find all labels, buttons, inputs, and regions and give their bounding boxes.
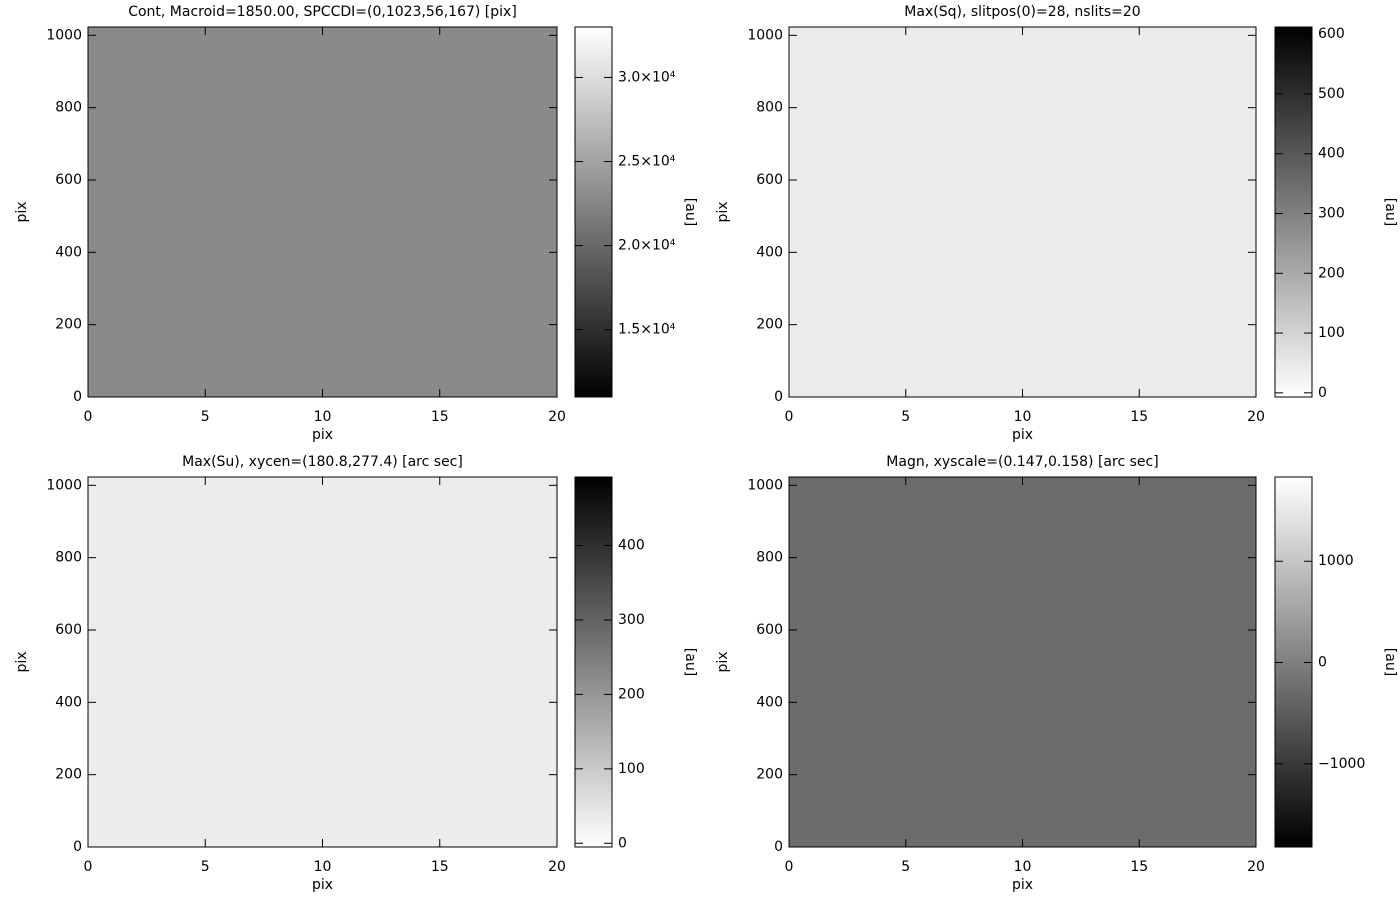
colorbar-label: [au] (682, 198, 698, 226)
x-tick-label: 0 (84, 409, 93, 425)
x-tick-label: 10 (1014, 859, 1032, 875)
x-tick-label: 10 (314, 859, 332, 875)
y-tick-label: 800 (756, 100, 783, 116)
y-tick-label: 600 (756, 622, 783, 638)
y-tick-label: 400 (756, 694, 783, 710)
y-tick-label: 200 (756, 767, 783, 783)
y-tick-label: 1000 (46, 477, 82, 493)
y-tick-label: 600 (55, 172, 82, 188)
y-tick-label: 400 (756, 244, 783, 260)
x-tick-label: 0 (785, 409, 794, 425)
colorbar-tick-label: 3.0×10⁴ (618, 69, 676, 85)
y-tick-label: 800 (55, 550, 82, 566)
colorbar (1274, 26, 1313, 398)
x-tick-label: 20 (1247, 409, 1265, 425)
y-tick-label: 800 (55, 100, 82, 116)
x-tick-label: 20 (1247, 859, 1265, 875)
x-tick-label: 5 (201, 409, 210, 425)
y-tick-label: 1000 (747, 27, 783, 43)
image (88, 27, 557, 397)
colorbar-label: [au] (1382, 198, 1398, 226)
colorbar-tick-label: 0 (1318, 385, 1327, 401)
y-tick-label: 400 (55, 694, 82, 710)
x-tick-label: 15 (431, 859, 449, 875)
y-tick-label: 800 (756, 550, 783, 566)
x-tick-label: 20 (548, 409, 566, 425)
y-tick-label: 0 (774, 839, 783, 855)
colorbar-tick-label: 1.5×10⁴ (618, 322, 676, 338)
y-axis-label: pix (14, 201, 30, 222)
colorbar-tick-label: 100 (1318, 325, 1345, 341)
colorbar-tick-label: 0 (618, 835, 627, 851)
y-axis-label: pix (14, 651, 30, 672)
x-axis-label: pix (312, 427, 333, 443)
colorbar-tick-label: 200 (1318, 265, 1345, 281)
colorbar (574, 476, 613, 848)
x-tick-label: 5 (901, 409, 910, 425)
y-axis-label: pix (715, 651, 731, 672)
y-tick-label: 1000 (46, 27, 82, 43)
x-tick-label: 15 (1130, 409, 1148, 425)
colorbar-tick-label: 300 (1318, 205, 1345, 221)
x-axis-label: pix (1012, 877, 1033, 893)
y-tick-label: 200 (55, 317, 82, 333)
x-axis-label: pix (312, 877, 333, 893)
panel-title: Cont, Macroid=1850.00, SPCCDI=(0,1023,56… (128, 4, 517, 20)
y-tick-label: 0 (73, 389, 82, 405)
colorbar-tick-label: 400 (618, 537, 645, 553)
x-tick-label: 10 (314, 409, 332, 425)
x-tick-label: 0 (84, 859, 93, 875)
x-tick-label: 10 (1014, 409, 1032, 425)
colorbar-tick-label: 100 (618, 761, 645, 777)
colorbar-tick-label: −1000 (1318, 756, 1365, 772)
y-tick-label: 0 (774, 389, 783, 405)
panel-title: Max(Su), xycen=(180.8,277.4) [arc sec] (182, 454, 463, 470)
y-tick-label: 200 (55, 767, 82, 783)
panel-title: Magn, xyscale=(0.147,0.158) [arc sec] (886, 454, 1158, 470)
image (789, 27, 1256, 397)
y-tick-label: 400 (55, 244, 82, 260)
y-tick-label: 0 (73, 839, 82, 855)
colorbar-tick-label: 0 (1318, 655, 1327, 671)
panel-title: Max(Sq), slitpos(0)=28, nslits=20 (904, 4, 1140, 20)
colorbar-tick-label: 400 (1318, 146, 1345, 162)
colorbar (1274, 476, 1313, 848)
x-tick-label: 0 (785, 859, 794, 875)
colorbar-label: [au] (682, 648, 698, 676)
x-axis-label: pix (1012, 427, 1033, 443)
colorbar-tick-label: 600 (1318, 26, 1345, 42)
x-tick-label: 15 (1130, 859, 1148, 875)
y-tick-label: 600 (756, 172, 783, 188)
y-tick-label: 200 (756, 317, 783, 333)
colorbar-label: [au] (1382, 648, 1398, 676)
x-tick-label: 20 (548, 859, 566, 875)
y-tick-label: 600 (55, 622, 82, 638)
colorbar-tick-label: 1000 (1318, 553, 1354, 569)
x-tick-label: 5 (901, 859, 910, 875)
colorbar-tick-label: 200 (618, 686, 645, 702)
colorbar (574, 26, 613, 398)
x-tick-label: 5 (201, 859, 210, 875)
image (88, 477, 557, 847)
colorbar-tick-label: 2.0×10⁴ (618, 238, 676, 254)
y-axis-label: pix (715, 201, 731, 222)
colorbar-tick-label: 2.5×10⁴ (618, 154, 676, 170)
y-tick-label: 1000 (747, 477, 783, 493)
image (789, 477, 1256, 847)
colorbar-tick-label: 300 (618, 612, 645, 628)
colorbar-tick-label: 500 (1318, 86, 1345, 102)
x-tick-label: 15 (431, 409, 449, 425)
